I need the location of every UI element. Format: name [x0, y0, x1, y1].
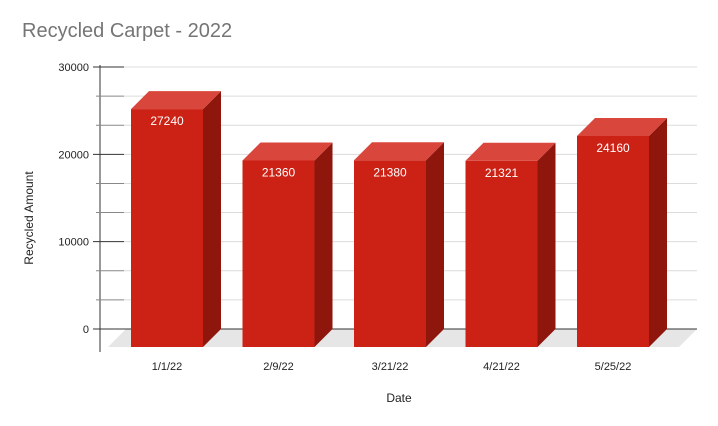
bar-top-face [577, 118, 667, 137]
y-tick-label: 30000 [58, 62, 89, 74]
bar-side-face [314, 142, 333, 347]
y-tick-label: 10000 [58, 237, 89, 249]
y-tick-label: 20000 [58, 149, 89, 161]
bar-side-face [203, 91, 221, 347]
bar-front-face [465, 160, 538, 347]
bar-top-face [131, 91, 221, 110]
bar [131, 91, 221, 347]
bar-data-label: 24160 [596, 141, 630, 155]
bar-front-face [577, 136, 649, 347]
y-axis-label: Recycled Amount [22, 171, 36, 265]
bar-front-face [131, 109, 203, 347]
bar-data-label: 21321 [485, 166, 519, 180]
x-axis-label: Date [386, 391, 412, 405]
bar-top-face [465, 142, 556, 161]
x-tick-label: 4/21/22 [483, 361, 520, 373]
x-tick-label: 5/25/22 [595, 361, 632, 373]
bar [242, 142, 333, 347]
bar-front-face [242, 160, 315, 347]
x-tick-label: 1/1/22 [152, 361, 183, 373]
bar [465, 142, 556, 347]
bar-data-label: 21360 [262, 165, 296, 179]
bar-side-face [426, 142, 444, 347]
bar [354, 142, 444, 347]
bar-top-face [242, 142, 333, 161]
bar-front-face [354, 160, 426, 347]
bar-side-face [649, 118, 667, 347]
bar-data-label: 27240 [150, 114, 184, 128]
bar-side-face [537, 142, 556, 347]
x-tick-label: 2/9/22 [263, 361, 294, 373]
bar-top-face [354, 142, 444, 161]
bar-data-label: 21380 [373, 165, 407, 179]
y-tick-label: 0 [83, 324, 89, 336]
chart-title: Recycled Carpet - 2022 [22, 20, 233, 42]
x-tick-label: 3/21/22 [372, 361, 409, 373]
bar [577, 118, 667, 347]
